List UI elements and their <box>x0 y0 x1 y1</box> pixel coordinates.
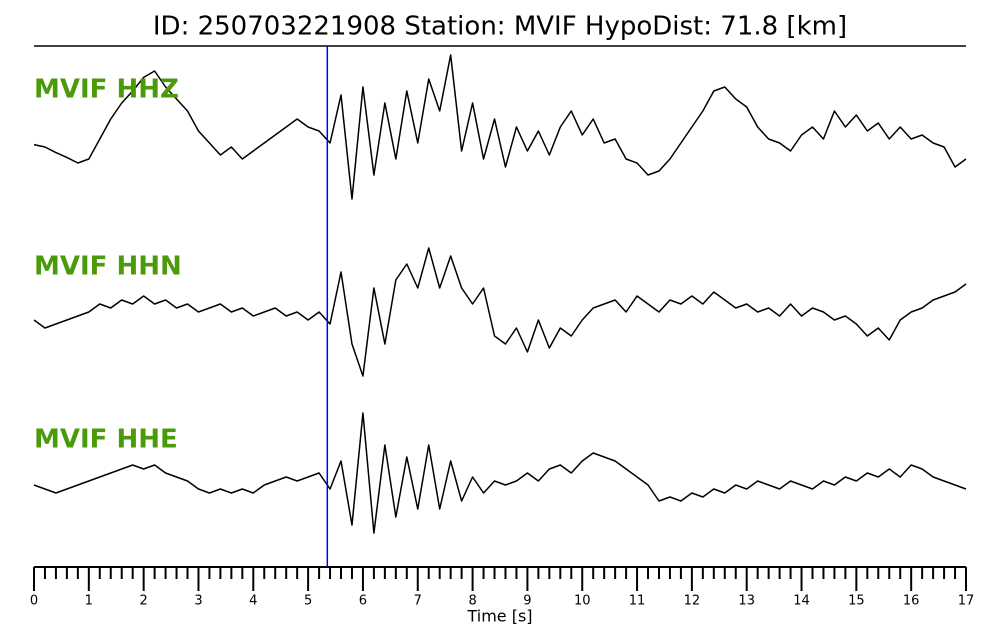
x-tick-label: 10 <box>574 594 591 609</box>
x-tick-label: 14 <box>793 594 810 609</box>
x-tick-label: 6 <box>359 594 367 609</box>
x-tick-label: 16 <box>903 594 920 609</box>
chart-title: ID: 250703221908 Station: MVIF HypoDist:… <box>153 12 847 42</box>
x-tick-label: 12 <box>684 594 701 609</box>
x-tick-label: 8 <box>468 594 476 609</box>
waveform <box>33 247 967 377</box>
waveform <box>33 412 967 534</box>
x-axis-label: Time [s] <box>466 607 532 626</box>
x-tick-label: 11 <box>629 594 646 609</box>
x-tick-label: 17 <box>958 594 975 609</box>
x-tick-label: 13 <box>738 594 755 609</box>
x-tick-label: 0 <box>30 594 38 609</box>
waveform <box>33 54 967 200</box>
x-tick-label: 2 <box>140 594 148 609</box>
x-tick-label: 4 <box>249 594 257 609</box>
trace-label: MVIF HHE <box>34 425 178 455</box>
trace-label: MVIF HHN <box>34 252 182 282</box>
x-tick-label: 15 <box>848 594 865 609</box>
x-tick-label: 1 <box>85 594 93 609</box>
x-tick-label: 3 <box>194 594 202 609</box>
x-tick-label: 9 <box>523 594 531 609</box>
trace-label: MVIF HHZ <box>34 75 179 105</box>
x-tick-label: 7 <box>414 594 422 609</box>
x-tick-label: 5 <box>304 594 312 609</box>
